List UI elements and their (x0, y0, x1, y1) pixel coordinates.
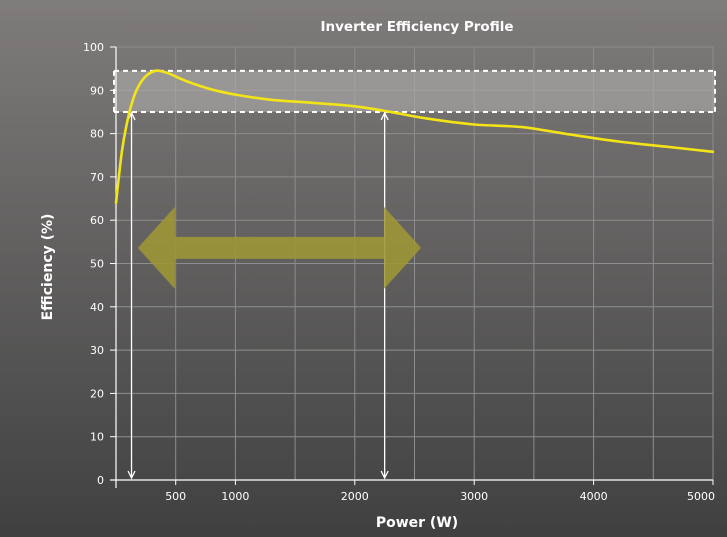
axis-layer: 0 10 20 30 40 50 60 70 80 90 100 500 1000 2000 3000 400… (83, 41, 715, 503)
y-tick-label: 90 (90, 84, 104, 97)
y-tick-label: 40 (90, 301, 104, 314)
y-tick-label: 50 (90, 258, 104, 271)
y-axis-label: Efficiency (%) (40, 214, 56, 321)
x-tick-label: 1000 (221, 490, 249, 503)
efficiency-band-layer (113, 69, 716, 113)
annotation-layer (127, 111, 422, 480)
y-tick-label: 60 (90, 214, 104, 227)
y-tick-label: 10 (90, 431, 104, 444)
y-tick-label: 30 (90, 344, 104, 357)
range-marker-arrowhead-bottom (127, 470, 136, 480)
x-tick-label: 500 (165, 490, 186, 503)
range-marker-arrowhead-bottom (380, 470, 389, 480)
efficiency-band (114, 70, 715, 112)
x-axis-label: Power (W) (376, 515, 458, 531)
x-tick-label: 4000 (580, 490, 608, 503)
y-tick-label: 70 (90, 171, 104, 184)
y-tick-label: 20 (90, 387, 104, 400)
operating-range-double-arrow (137, 206, 422, 289)
range-marker-arrowhead-top (380, 111, 389, 121)
x-tick-label: 2000 (341, 490, 369, 503)
series-layer (114, 69, 715, 205)
x-tick-label: 5000 (687, 490, 715, 503)
y-tick-label: 80 (90, 128, 104, 141)
y-tick-label: 0 (97, 474, 104, 487)
y-tick-label: 100 (83, 41, 104, 54)
efficiency-curve (114, 69, 715, 205)
x-tick-label: 3000 (460, 490, 488, 503)
chart-title: Inverter Efficiency Profile (320, 19, 513, 35)
